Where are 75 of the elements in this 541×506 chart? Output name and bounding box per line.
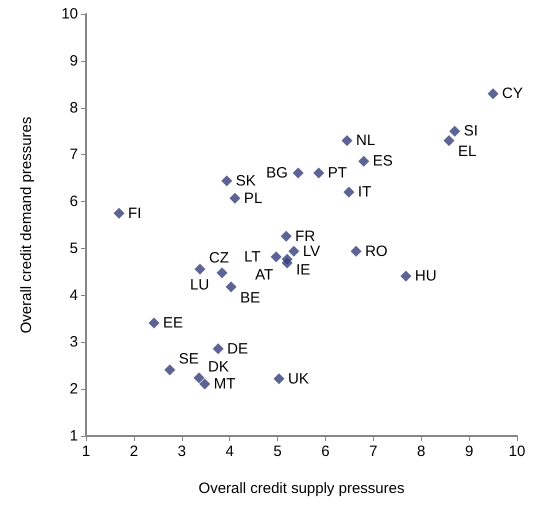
point	[114, 208, 125, 219]
y-tick-label: 1	[70, 428, 78, 444]
point	[280, 230, 292, 242]
x-tick-label: 6	[321, 443, 330, 460]
annotation: FR	[295, 228, 316, 245]
point	[282, 257, 293, 268]
annotation: LT	[244, 248, 261, 266]
point	[350, 246, 362, 257]
y-tick-label: 9	[70, 52, 78, 70]
annotation: BE	[240, 289, 260, 306]
x-tick-label: 4	[225, 443, 234, 460]
point	[148, 318, 160, 328]
annotation: IT	[358, 184, 372, 201]
annotation: BG	[266, 164, 288, 182]
y-tick-label: 2	[70, 380, 78, 398]
x-tick-label: 8	[417, 443, 426, 460]
point	[194, 264, 206, 275]
point	[292, 167, 304, 178]
x-tick-label: 10	[508, 443, 526, 460]
point	[313, 167, 324, 178]
x-tick-label: 9	[464, 443, 474, 460]
y-axis-title: Overall credit demand pressures	[18, 116, 35, 334]
annotation: EE	[163, 314, 184, 332]
annotation: ES	[372, 152, 393, 170]
annotation: CY	[502, 85, 523, 102]
annotation: CZ	[208, 250, 229, 267]
annotation: EL	[458, 143, 476, 160]
y-tick-label: 7	[70, 146, 78, 164]
annotation: SE	[178, 350, 199, 368]
point	[273, 373, 284, 384]
point	[343, 186, 354, 198]
point	[216, 267, 228, 278]
annotation: SI	[464, 122, 478, 140]
x-axis-title: Overall credit supply pressures	[198, 480, 404, 497]
x-tick-label: 5	[273, 443, 282, 460]
point	[221, 175, 232, 186]
y-tick-label: 6	[70, 193, 78, 210]
annotation: SK	[236, 172, 256, 190]
point	[229, 192, 240, 204]
y-tick-label: 4	[70, 286, 78, 304]
y-tick-label: 8	[70, 99, 78, 116]
point	[194, 372, 205, 384]
annotation: DK	[208, 358, 229, 376]
point	[270, 251, 282, 262]
point	[199, 378, 210, 390]
annotation: MT	[214, 375, 236, 392]
annotation: LU	[190, 276, 210, 294]
annotation: HU	[414, 268, 437, 285]
y-tick-label: 10	[61, 6, 78, 22]
x-tick-label: 2	[130, 443, 138, 460]
annotation: NL	[356, 132, 376, 150]
annotation: PL	[244, 190, 262, 207]
point	[449, 126, 460, 137]
annotation: PT	[328, 164, 347, 182]
point	[212, 343, 224, 354]
x-tick-label: 3	[178, 443, 186, 460]
annotation: AT	[255, 266, 274, 284]
point	[164, 364, 176, 376]
point	[358, 156, 370, 167]
annotation: RO	[365, 242, 388, 260]
point	[400, 270, 412, 282]
x-tick-label: 7	[369, 443, 378, 460]
x-tick-label: 1	[82, 443, 90, 460]
annotation: IE	[296, 262, 310, 279]
annotation: DE	[227, 340, 248, 358]
annotation: FI	[128, 204, 142, 222]
y-tick-label: 3	[70, 334, 78, 351]
y-tick-label: 5	[70, 240, 78, 257]
annotation: UK	[288, 370, 309, 388]
point	[488, 88, 499, 100]
point	[341, 135, 352, 146]
point	[288, 246, 300, 257]
point	[226, 281, 237, 292]
point	[444, 135, 454, 146]
annotation: LV	[302, 242, 320, 260]
